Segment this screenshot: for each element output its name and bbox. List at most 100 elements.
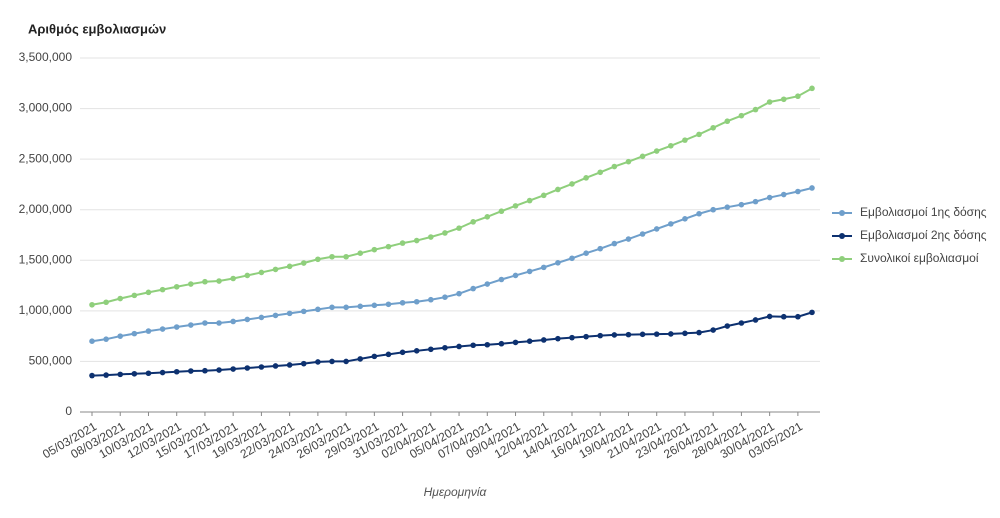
point <box>230 366 236 372</box>
point <box>117 371 124 378</box>
point <box>329 253 335 260</box>
point <box>188 368 194 374</box>
point <box>286 263 293 270</box>
legend-marker <box>839 233 845 239</box>
point <box>202 278 208 285</box>
point <box>202 367 208 374</box>
point <box>258 314 265 321</box>
point <box>89 301 95 308</box>
point <box>428 234 434 240</box>
point <box>371 302 378 309</box>
point <box>470 219 476 225</box>
point <box>597 332 604 339</box>
series-line <box>91 186 813 343</box>
point <box>710 124 716 131</box>
point <box>710 206 716 213</box>
point <box>272 266 279 273</box>
point <box>442 344 448 351</box>
legend-marker <box>839 256 845 262</box>
point <box>89 338 95 345</box>
point <box>413 298 420 305</box>
point <box>668 331 674 337</box>
point <box>724 323 731 329</box>
point <box>145 328 152 334</box>
point <box>569 334 575 341</box>
legend-label: Εμβολιασμοί 2ης δόσης <box>860 228 987 242</box>
point <box>244 272 251 279</box>
point <box>117 333 124 339</box>
point <box>202 320 208 326</box>
point <box>131 370 138 377</box>
point <box>343 304 349 311</box>
point <box>668 142 674 149</box>
point <box>696 210 702 217</box>
point <box>555 335 561 342</box>
point <box>173 283 180 290</box>
y-tick-label: 1,500,000 <box>19 252 73 266</box>
point <box>315 256 321 263</box>
point <box>498 208 505 215</box>
point <box>780 96 787 103</box>
point <box>540 264 547 271</box>
point <box>343 358 349 365</box>
point <box>230 318 236 325</box>
legend-label: Συνολικοί εμβολιασμοί <box>860 251 979 265</box>
point <box>456 290 462 297</box>
point <box>682 330 688 337</box>
point <box>611 240 618 247</box>
point <box>188 322 194 328</box>
series-line <box>91 311 813 377</box>
point <box>583 333 589 340</box>
point <box>540 337 547 343</box>
point <box>103 299 109 306</box>
point <box>738 112 745 119</box>
point <box>428 296 434 303</box>
point <box>512 339 519 346</box>
point <box>399 240 406 246</box>
point <box>738 201 745 208</box>
point <box>413 237 420 244</box>
point <box>526 268 533 275</box>
point <box>315 359 321 365</box>
point <box>809 185 815 191</box>
point <box>597 169 604 176</box>
point <box>668 221 674 227</box>
point <box>498 340 505 347</box>
point <box>272 363 279 369</box>
series-line <box>91 87 813 306</box>
point <box>329 358 335 365</box>
point <box>682 216 688 222</box>
point <box>470 342 476 349</box>
point <box>286 310 293 317</box>
point <box>724 118 731 125</box>
point <box>131 330 138 337</box>
point <box>795 188 801 195</box>
point <box>216 278 222 284</box>
point <box>780 191 787 198</box>
point <box>456 343 462 350</box>
point <box>484 281 491 287</box>
point <box>131 292 138 299</box>
point <box>583 250 589 257</box>
y-tick-label: 2,000,000 <box>19 202 73 216</box>
point <box>639 153 646 160</box>
point <box>145 289 152 296</box>
point <box>611 332 618 338</box>
point <box>752 106 759 113</box>
point <box>470 285 476 292</box>
point <box>724 204 731 210</box>
point <box>399 299 406 306</box>
point <box>442 294 448 301</box>
point <box>244 316 251 323</box>
point <box>385 301 392 308</box>
point <box>809 309 815 316</box>
point <box>696 131 702 138</box>
point <box>555 260 561 266</box>
point <box>780 313 787 320</box>
point <box>526 197 533 204</box>
point <box>498 276 505 283</box>
point <box>625 331 632 338</box>
point <box>625 236 632 242</box>
point <box>173 324 180 330</box>
point <box>625 158 632 165</box>
